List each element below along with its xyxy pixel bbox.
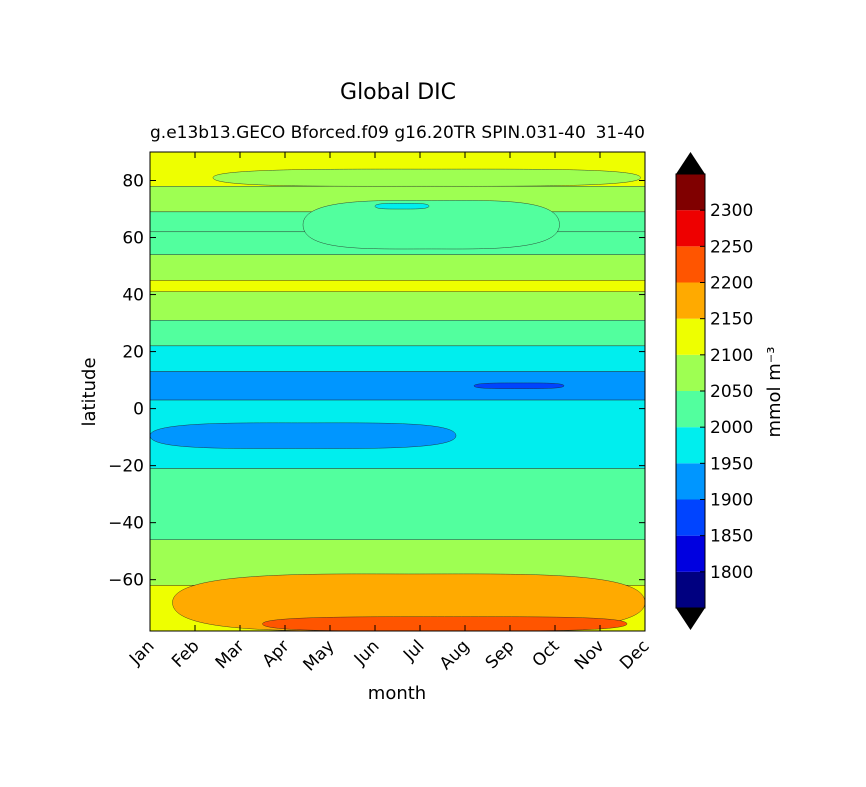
colorbar-segment — [676, 463, 705, 500]
plot-area — [150, 152, 645, 631]
contour-south-tropic-blue — [150, 422, 457, 449]
contour-equatorial-core — [473, 382, 565, 389]
y-tick-label: 0 — [133, 400, 144, 420]
colorbar-extend-min — [676, 608, 705, 630]
colorbar-segment — [676, 174, 705, 211]
colorbar-segment — [676, 499, 705, 536]
colorbar-tick-label: 1900 — [710, 491, 753, 511]
colorbar-segment — [676, 318, 705, 355]
x-tick-label: Jan — [125, 636, 158, 669]
y-axis-label: latitude — [79, 357, 100, 426]
colorbar-label: mmol m⁻³ — [764, 346, 785, 437]
colorbar-tick-label: 2300 — [710, 201, 753, 221]
colorbar-segment — [676, 571, 705, 608]
chart-subtitle-right: 31-40 — [596, 123, 645, 143]
colorbar-segment — [676, 282, 705, 319]
colorbar-extend-max — [676, 152, 705, 174]
plot-frame — [149, 151, 646, 632]
contour-band-8 — [150, 345, 645, 372]
contour-high-lat-blue-spot — [374, 203, 430, 210]
colorbar: 1800 1850 1900 1950 2000 2050 2100 2150 2200 2250… — [675, 152, 753, 630]
colorbar-segment — [676, 210, 705, 247]
contour-high-lat-cyan-core — [302, 200, 560, 250]
y-tick-label: 20 — [122, 343, 144, 363]
x-tick-label: Mar — [212, 636, 249, 673]
colorbar-tick-label: 2150 — [710, 310, 753, 330]
colorbar-tick-label: 1800 — [710, 563, 753, 583]
contour-band-9 — [150, 371, 645, 401]
colorbar-tick-label: 2200 — [710, 274, 753, 294]
colorbar-segment — [676, 535, 705, 572]
x-tick-label: Dec — [616, 636, 653, 673]
contour-southern-red — [262, 616, 628, 631]
x-tick-label: Oct — [529, 636, 564, 671]
contour-band-5 — [150, 280, 645, 292]
x-tick-label: Sep — [482, 636, 519, 673]
chart-subtitle: g.e13b13.GECO Bforced.f09 g16.20TR SPIN.… — [150, 123, 586, 143]
contour-band-7 — [150, 320, 645, 347]
x-tick-label: Nov — [571, 636, 609, 674]
colorbar-segment — [676, 391, 705, 428]
y-tick-label: −60 — [108, 571, 144, 591]
colorbar-tick-label: 2100 — [710, 346, 753, 366]
contour-arctic-green-tongue — [212, 168, 641, 187]
contour-band-4 — [150, 254, 645, 281]
colorbar-segment — [676, 427, 705, 464]
y-tick-label: 40 — [122, 286, 144, 306]
colorbar-tick-label: 1850 — [710, 527, 753, 547]
x-tick-label: Jul — [399, 636, 428, 665]
x-tick-label: Feb — [168, 636, 203, 671]
colorbar-tick-label: 2250 — [710, 237, 753, 257]
contour-band-6 — [150, 291, 645, 321]
contour-band-11 — [150, 468, 645, 540]
colorbar-segment — [676, 354, 705, 391]
x-tick-label: Jun — [350, 636, 384, 670]
colorbar-tick-label: 2050 — [710, 382, 753, 402]
x-tick-label: May — [300, 636, 339, 675]
y-tick-label: −20 — [108, 457, 144, 477]
x-axis-label: month — [368, 683, 426, 704]
y-tick-label: −40 — [108, 514, 144, 534]
x-tick-label: Aug — [436, 636, 474, 674]
colorbar-tick-label: 2000 — [710, 418, 753, 438]
y-tick-label: 80 — [122, 172, 144, 192]
y-axis: 80 60 40 20 0 −20 −40 −60 — [108, 172, 645, 591]
y-tick-label: 60 — [122, 229, 144, 249]
chart-title: Global DIC — [340, 80, 456, 105]
colorbar-tick-label: 1950 — [710, 454, 753, 474]
x-tick-label: Apr — [259, 636, 294, 671]
colorbar-segment — [676, 246, 705, 283]
